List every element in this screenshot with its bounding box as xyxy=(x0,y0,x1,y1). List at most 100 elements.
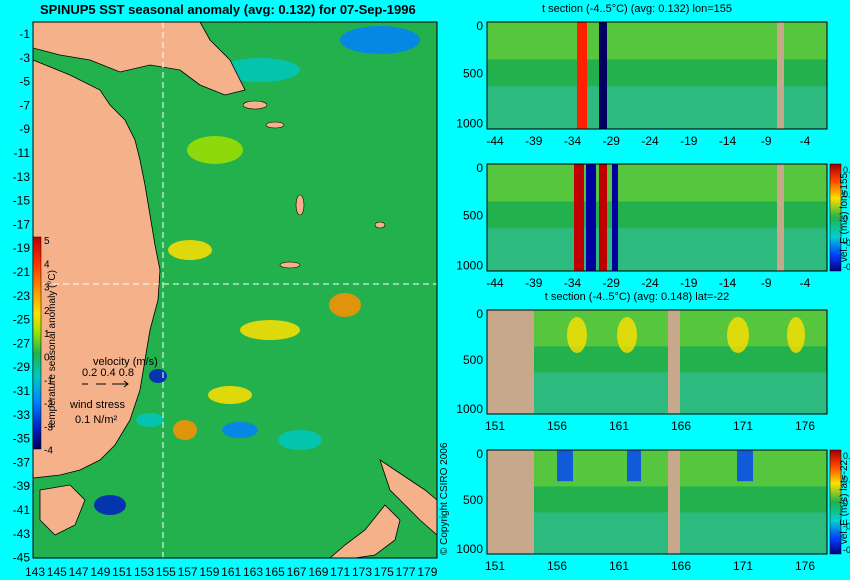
panel-side-label: vel. E (m/s) lat=-22 xyxy=(839,459,850,544)
lon-tick-label: 173 xyxy=(352,565,372,579)
lon-tick-label: 171 xyxy=(330,565,350,579)
panel-x-tick: 176 xyxy=(795,559,815,573)
section-land xyxy=(668,450,680,554)
colorbar-tick-label: 0 xyxy=(44,353,50,364)
section-panels: t section (-4..5°C) (avg: 0.132) lon=155… xyxy=(456,3,850,573)
velocity-legend-arrows xyxy=(82,380,129,388)
lat-tick-label: -1 xyxy=(19,27,30,41)
panel-x-tick: 156 xyxy=(547,559,567,573)
deep-band xyxy=(487,86,827,129)
colorbar-tick-label: -1 xyxy=(44,376,53,387)
colorbar-tick-label: 1 xyxy=(44,329,50,340)
lon-tick-label: 179 xyxy=(417,565,437,579)
panel-frame xyxy=(486,309,828,415)
panel-x-tick: -44 xyxy=(486,134,504,148)
panel-colorbar-tick: 0.2 xyxy=(843,189,850,199)
jet-column xyxy=(599,164,607,271)
colorbar-tick-label: 2 xyxy=(44,306,50,317)
panel-y-tick: 500 xyxy=(463,493,483,507)
panel-x-tick: -19 xyxy=(680,134,698,148)
lon-tick-label: 163 xyxy=(243,565,263,579)
panel-x-tick: -14 xyxy=(719,276,737,290)
panel-x-tick: 161 xyxy=(609,419,629,433)
lat-tick-label: -37 xyxy=(13,455,31,469)
lat-tick-label: -11 xyxy=(14,146,31,160)
warm-core xyxy=(727,317,749,353)
colorbar-label: temperature seasonal anomaly (°C) xyxy=(47,270,58,428)
lon-tick-label: 143 xyxy=(25,565,45,579)
lon-tick-label: 167 xyxy=(287,565,307,579)
lon-tick-label: 153 xyxy=(134,565,154,579)
tasmania-land xyxy=(39,484,86,536)
lon-tick-label: 147 xyxy=(69,565,89,579)
panel-y-tick: 0 xyxy=(476,307,483,321)
panel-y-tick: 0 xyxy=(476,447,483,461)
section-land xyxy=(777,164,784,271)
panel-title: t section (-4..5°C) (avg: 0.148) lat=-22 xyxy=(545,291,729,303)
panel-x-tick: 171 xyxy=(733,559,753,573)
lat-tick-label: -39 xyxy=(13,479,31,493)
section-land xyxy=(487,310,534,414)
panel-x-tick: -29 xyxy=(603,276,621,290)
lat-tick-label: -13 xyxy=(13,170,31,184)
panel-x-tick: 166 xyxy=(671,559,691,573)
warm-core xyxy=(617,317,637,353)
lat-tick-label: -3 xyxy=(19,51,30,65)
panel-x-tick: 171 xyxy=(733,419,753,433)
panel-x-tick: -39 xyxy=(525,134,543,148)
lat-tick-label: -5 xyxy=(19,75,30,89)
panel-y-tick: 1000 xyxy=(456,259,483,273)
panel-x-tick: -39 xyxy=(525,276,543,290)
lon-tick-label: 177 xyxy=(396,565,416,579)
lat-tick-label: -9 xyxy=(19,122,30,136)
deep-band xyxy=(487,228,827,271)
panel-x-tick: 151 xyxy=(485,419,505,433)
panel-x-tick: 166 xyxy=(671,419,691,433)
panel-colorbar-tick: -0.4 xyxy=(843,262,850,272)
panel-y-tick: 0 xyxy=(476,161,483,175)
panel-colorbar-tick: 0.2 xyxy=(843,475,850,485)
surface-band xyxy=(487,450,827,487)
surface-band xyxy=(487,310,827,347)
panel-x-tick: 156 xyxy=(547,419,567,433)
surface-band xyxy=(487,22,827,60)
main-title: SPINUP5 SST seasonal anomaly (avg: 0.132… xyxy=(40,2,416,17)
panel-side-label: vel. E (m/s) lon=155 xyxy=(839,172,850,262)
lon-tick-label: 149 xyxy=(90,565,110,579)
panel-colorbar-tick: -0.4 xyxy=(843,545,850,555)
lat-tick-label: -33 xyxy=(13,408,31,422)
panel-colorbar-tick: 0 xyxy=(843,214,848,224)
lat-tick-label: -15 xyxy=(13,194,31,208)
current-core xyxy=(737,450,753,482)
colorbar-tick-label: 4 xyxy=(44,259,50,270)
lon-tick-label: 175 xyxy=(374,565,394,579)
lat-tick-label: -27 xyxy=(13,336,31,350)
australia-land xyxy=(32,59,161,479)
map-colorbar xyxy=(32,236,42,450)
section-land xyxy=(487,450,534,554)
anomaly-patches xyxy=(94,26,420,515)
wind-scale: 0.1 N/m² xyxy=(75,414,118,426)
panel-colorbar xyxy=(829,163,842,272)
panel-colorbar-tick: 0.4 xyxy=(843,451,850,461)
jet-column xyxy=(577,22,587,129)
panel-x-tick: -34 xyxy=(564,276,582,290)
wind-label: wind stress xyxy=(70,399,126,411)
panel-x-tick: -24 xyxy=(641,134,659,148)
panel-title: t section (-4..5°C) (avg: 0.132) lon=155 xyxy=(542,3,732,15)
current-core xyxy=(557,450,573,482)
panel-colorbar-tick: -0.2 xyxy=(843,238,850,248)
png-land xyxy=(32,21,246,96)
panel-frame xyxy=(486,449,828,555)
panel-y-tick: 500 xyxy=(463,66,483,80)
lon-tick-label: 165 xyxy=(265,565,285,579)
panel-y-tick: 1000 xyxy=(456,542,483,556)
panel-x-tick: -9 xyxy=(761,276,772,290)
warm-core xyxy=(567,317,587,353)
section-land xyxy=(777,22,784,129)
lat-tick-label: -31 xyxy=(13,384,31,398)
warm-core xyxy=(787,317,805,353)
lat-tick-label: -23 xyxy=(13,289,31,303)
panel-x-tick: -4 xyxy=(800,134,811,148)
lat-tick-label: -25 xyxy=(13,313,31,327)
